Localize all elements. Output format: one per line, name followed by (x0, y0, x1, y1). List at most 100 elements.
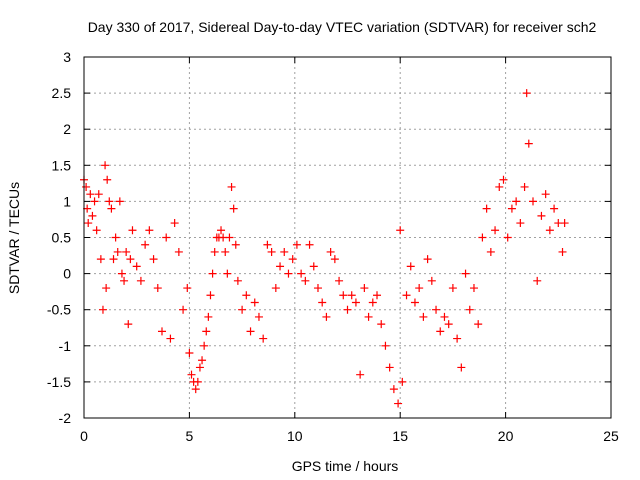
x-tick-label: 10 (287, 428, 303, 444)
data-point (465, 305, 474, 314)
data-point (318, 298, 327, 307)
data-point (448, 284, 457, 293)
data-point (398, 377, 407, 386)
data-point (461, 269, 470, 278)
data-point (162, 233, 171, 242)
data-point (301, 276, 310, 285)
data-point (389, 385, 398, 394)
data-point (427, 276, 436, 285)
data-point (522, 89, 531, 98)
x-tick-label: 20 (498, 428, 514, 444)
data-point (360, 284, 369, 293)
data-point (560, 219, 569, 228)
y-tick-label: -0.5 (47, 302, 71, 318)
data-point (280, 247, 289, 256)
data-point (170, 219, 179, 228)
y-tick-label: 0 (63, 266, 71, 282)
data-point (335, 276, 344, 285)
data-point (84, 219, 93, 228)
data-point (297, 269, 306, 278)
data-point (415, 284, 424, 293)
x-tick-label: 15 (392, 428, 408, 444)
data-point (267, 247, 276, 256)
data-point (507, 204, 516, 213)
data-point (136, 276, 145, 285)
data-point (351, 298, 360, 307)
y-tick-label: 1.5 (52, 157, 72, 173)
data-point (276, 262, 285, 271)
data-point (233, 276, 242, 285)
data-point (440, 312, 449, 321)
data-point (499, 175, 508, 184)
data-point (94, 190, 103, 199)
data-point (524, 139, 533, 148)
data-point (478, 233, 487, 242)
data-point (288, 255, 297, 264)
data-point (231, 240, 240, 249)
data-point (309, 262, 318, 271)
data-point (305, 240, 314, 249)
data-point (271, 284, 280, 293)
data-point (82, 182, 91, 191)
data-point (512, 197, 521, 206)
data-point (105, 197, 114, 206)
data-point (545, 226, 554, 235)
data-point (115, 197, 124, 206)
data-point (98, 305, 107, 314)
data-point (132, 262, 141, 271)
data-point (284, 269, 293, 278)
data-point (339, 291, 348, 300)
data-point (124, 320, 133, 329)
data-point (187, 370, 196, 379)
data-point (103, 175, 112, 184)
data-point (204, 312, 213, 321)
data-point (86, 190, 95, 199)
data-point (385, 363, 394, 372)
data-point (313, 284, 322, 293)
data-point (90, 197, 99, 206)
y-tick-label: -1 (59, 338, 72, 354)
data-point (185, 349, 194, 358)
data-point (193, 377, 202, 386)
data-point (246, 327, 255, 336)
x-tick-label: 0 (80, 428, 88, 444)
data-point (227, 182, 236, 191)
x-axis-label: GPS time / hours (292, 458, 399, 474)
data-point (217, 226, 226, 235)
data-point (166, 334, 175, 343)
data-point (117, 269, 126, 278)
data-point (183, 284, 192, 293)
y-tick-label: 2.5 (52, 85, 72, 101)
axis-ticks: 0 5 10 15 20 25 -2 -1.5 -1 -0.5 0 0.5 1 1.5 2 2.5 3 (47, 49, 619, 444)
y-axis-label: SDTVAR / TECUs (6, 182, 22, 294)
data-points (80, 89, 569, 408)
data-point (419, 312, 428, 321)
data-point (223, 269, 232, 278)
x-tick-label: 5 (186, 428, 194, 444)
data-point (238, 305, 247, 314)
data-point (113, 247, 122, 256)
data-point (128, 226, 137, 235)
data-point (242, 291, 251, 300)
data-point (198, 356, 207, 365)
data-point (229, 204, 238, 213)
data-point (516, 219, 525, 228)
data-point (396, 226, 405, 235)
y-tick-label: -2 (59, 410, 72, 426)
data-point (474, 320, 483, 329)
data-point (174, 247, 183, 256)
data-point (343, 305, 352, 314)
data-point (402, 291, 411, 300)
data-point (122, 247, 131, 256)
data-point (126, 255, 135, 264)
data-point (111, 233, 120, 242)
data-point (533, 276, 542, 285)
data-point (101, 161, 110, 170)
chart-title: Day 330 of 2017, Sidereal Day-to-day VTE… (88, 19, 597, 35)
data-point (195, 363, 204, 372)
data-point (503, 233, 512, 242)
data-point (326, 247, 335, 256)
data-point (292, 240, 301, 249)
data-point (541, 190, 550, 199)
data-point (109, 255, 118, 264)
